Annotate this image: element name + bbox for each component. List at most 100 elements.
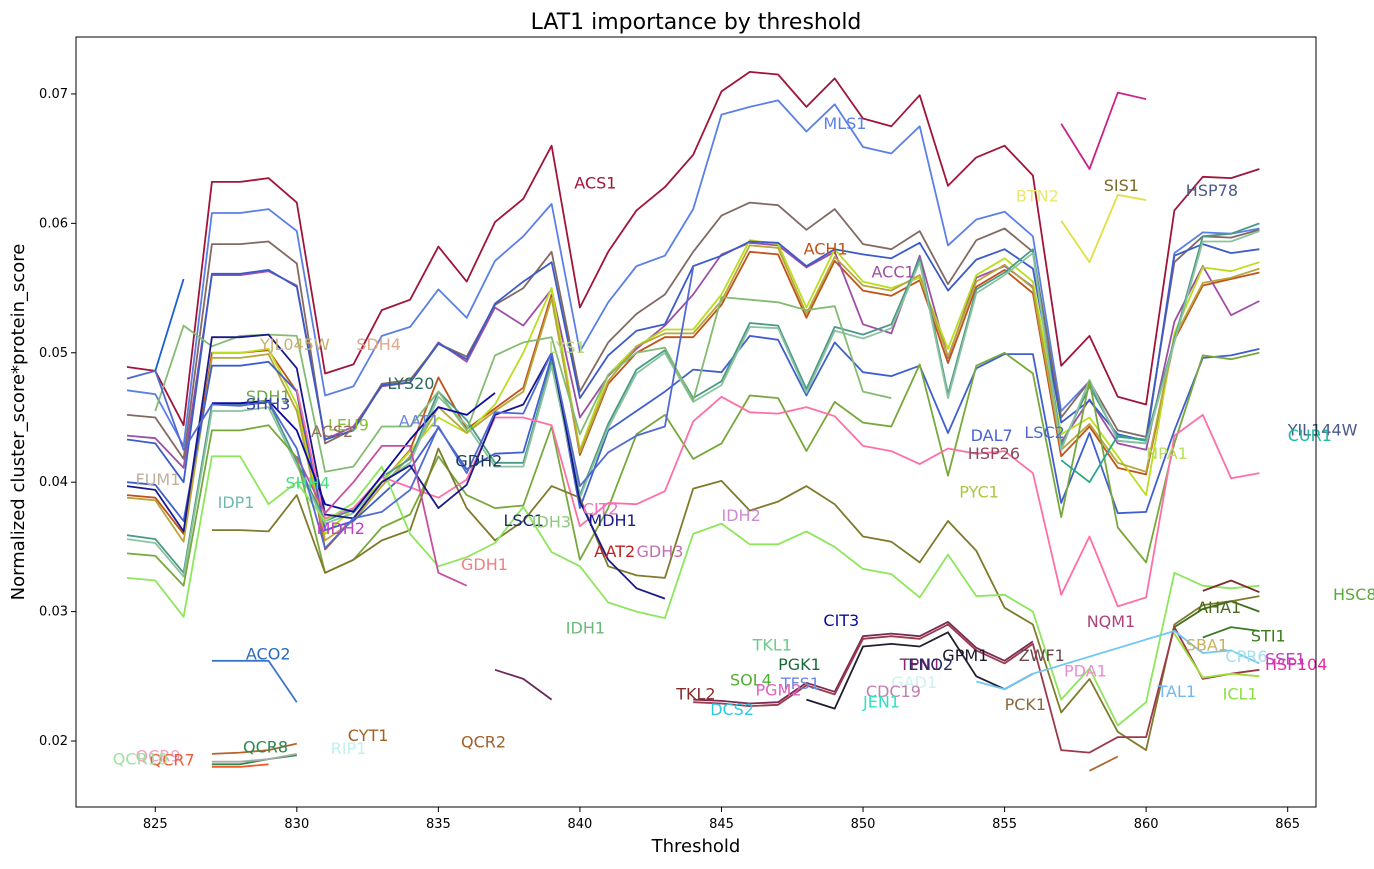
y-axis-label: Normalized cluster_score*protein_score (8, 244, 29, 601)
series-label-qcr2: QCR2 (461, 733, 506, 752)
series-label-qcr7: QCR7 (150, 751, 195, 770)
series-label-qcr9: QCR9 (136, 747, 181, 766)
series-label-leu9: LEU9 (328, 415, 369, 434)
series-line-hsp78 (1060, 91, 1147, 170)
series-label-cur1: CUR1 (1288, 426, 1332, 445)
series-label-tpn1: TPN1 (899, 655, 942, 674)
series-line-aat1 (126, 267, 695, 550)
chart-title: LAT1 importance by threshold (531, 10, 862, 35)
series-line-tal1 (976, 630, 1260, 691)
x-tick-label: 825 (143, 817, 168, 832)
series-label-yil144w: YIL144W (1287, 421, 1358, 440)
x-tick-label: 850 (851, 817, 876, 832)
series-label-idh2: IDH2 (722, 506, 761, 525)
series-label-dal7: DAL7 (971, 426, 1013, 445)
series-label-btn2: BTN2 (1016, 186, 1059, 205)
series-label-idp1: IDP1 (218, 493, 255, 512)
x-tick-label: 860 (1134, 817, 1159, 832)
series-label-cyt1: CYT1 (348, 726, 389, 745)
series-label-hsc82: HSC82 (1333, 585, 1374, 604)
series-label-gdh1: GDH1 (461, 555, 508, 574)
series-line-hsc82 (1173, 600, 1260, 628)
series-line-mdh1 (211, 392, 496, 513)
series-line-yjl045w (126, 244, 1260, 543)
series-label-acc1: ACC1 (872, 263, 915, 282)
series-label-ach1: ACH1 (804, 239, 848, 258)
series-line-idh2 (211, 447, 1260, 751)
x-axis-label: Threshold (651, 836, 741, 857)
series-label-nqm1: NQM1 (1087, 612, 1136, 631)
series-label-mdh2: MDH2 (317, 519, 365, 538)
series-label-aat1: AAT1 (399, 412, 440, 431)
x-axis-ticks: 825 830 835 840 845 850 855 860 865 (143, 807, 1300, 832)
series-line-pyc1 (126, 455, 1260, 727)
series-line-tpn1 (693, 621, 1034, 705)
series-line-tkl2 (693, 623, 1260, 754)
series-label-cdc19: CDC19 (866, 682, 921, 701)
series-label-cit3: CIT3 (823, 611, 859, 630)
series-label-tal1: TAL1 (1157, 682, 1197, 701)
series-label-sdh4: SDH4 (356, 335, 401, 354)
series-label-sdh1: SDH1 (246, 387, 291, 406)
plot-area: ACS1 MLS1 ACH1 ACC1 BTN2 SIS1 HSP78 YJL045W SDH4… (113, 71, 1374, 772)
series-label-jen1: JEN1 (862, 692, 900, 711)
series-line-shh4 (295, 444, 468, 587)
series-line-cit3 (494, 668, 553, 701)
series-label-hsp104: HSP104 (1265, 655, 1327, 674)
series-label-acs1: ACS1 (574, 173, 616, 192)
series-label-shh4: SHH4 (286, 474, 330, 493)
series-label-aat2: AAT2 (594, 542, 635, 561)
y-tick-label: 0.06 (39, 216, 68, 231)
series-label-pck1: PCK1 (1005, 695, 1047, 714)
series-label-hsp78: HSP78 (1186, 181, 1238, 200)
series-label-qcr8: QCR8 (243, 738, 288, 757)
series-line-cur1 (126, 230, 1260, 578)
x-tick-label: 840 (568, 817, 593, 832)
series-line-qcr2 (1089, 755, 1119, 772)
series-label-aco2: ACO2 (246, 645, 291, 664)
series-line-nqm1 (1060, 434, 1147, 484)
series-label-lsc1: LSC1 (504, 511, 544, 530)
series-label-rip1: RIP1 (331, 739, 367, 758)
y-axis-ticks: 0.02 0.03 0.04 0.05 0.06 0.07 (39, 87, 76, 749)
axes-frame (75, 36, 1317, 808)
series-label-gad1: GAD1 (891, 673, 937, 692)
series-line-acs1 (126, 71, 1260, 427)
series-label-npa1: NPA1 (1146, 444, 1188, 463)
series-label-pyc1: PYC1 (959, 483, 999, 502)
series-label-yjl045w: YJL045W (259, 335, 330, 354)
y-tick-label: 0.02 (39, 734, 68, 749)
series-label-sba1: SBA1 (1186, 635, 1228, 654)
series-label-shh3: SHH3 (246, 395, 290, 414)
series-label-gdh3: GDH3 (637, 542, 684, 561)
series-label-fum1: FUM1 (136, 470, 181, 489)
x-tick-label: 855 (992, 817, 1017, 832)
series-line-dal7 (126, 334, 1260, 531)
series-label-tkl1: TKL1 (752, 635, 792, 654)
series-line-mls1 (126, 99, 1260, 447)
series-label-tkl2: TKL2 (675, 685, 715, 704)
series-label-sol4: SOL4 (730, 670, 772, 689)
y-tick-label: 0.07 (39, 87, 68, 102)
series-label-lys1: LYS1 (549, 338, 586, 357)
series-line-sdh1 (126, 351, 1260, 587)
series-label-lys20: LYS20 (387, 374, 434, 393)
series-label-gdh2: GDH2 (455, 452, 502, 471)
series-label-aha1: AHA1 (1197, 598, 1241, 617)
series-label-dcs2: DCS2 (710, 700, 754, 719)
series-line-hsp26 (295, 388, 1260, 608)
series-label-idh1: IDH1 (566, 619, 605, 638)
series-label-sti1: STI1 (1251, 626, 1286, 645)
x-tick-label: 845 (709, 817, 734, 832)
series-line-leu9 (154, 296, 892, 473)
x-tick-label: 830 (284, 817, 309, 832)
y-tick-label: 0.04 (39, 475, 68, 490)
series-label-cpr6: CPR6 (1225, 647, 1267, 666)
series-label-pgm2: PGM2 (756, 681, 802, 700)
series-label-gpm1: GPM1 (942, 646, 988, 665)
series-label-hsp26: HSP26 (968, 444, 1020, 463)
series-line-gdh2 (126, 333, 666, 600)
series-label-mls1: MLS1 (823, 114, 866, 133)
series-line-lys20 (126, 201, 1260, 460)
